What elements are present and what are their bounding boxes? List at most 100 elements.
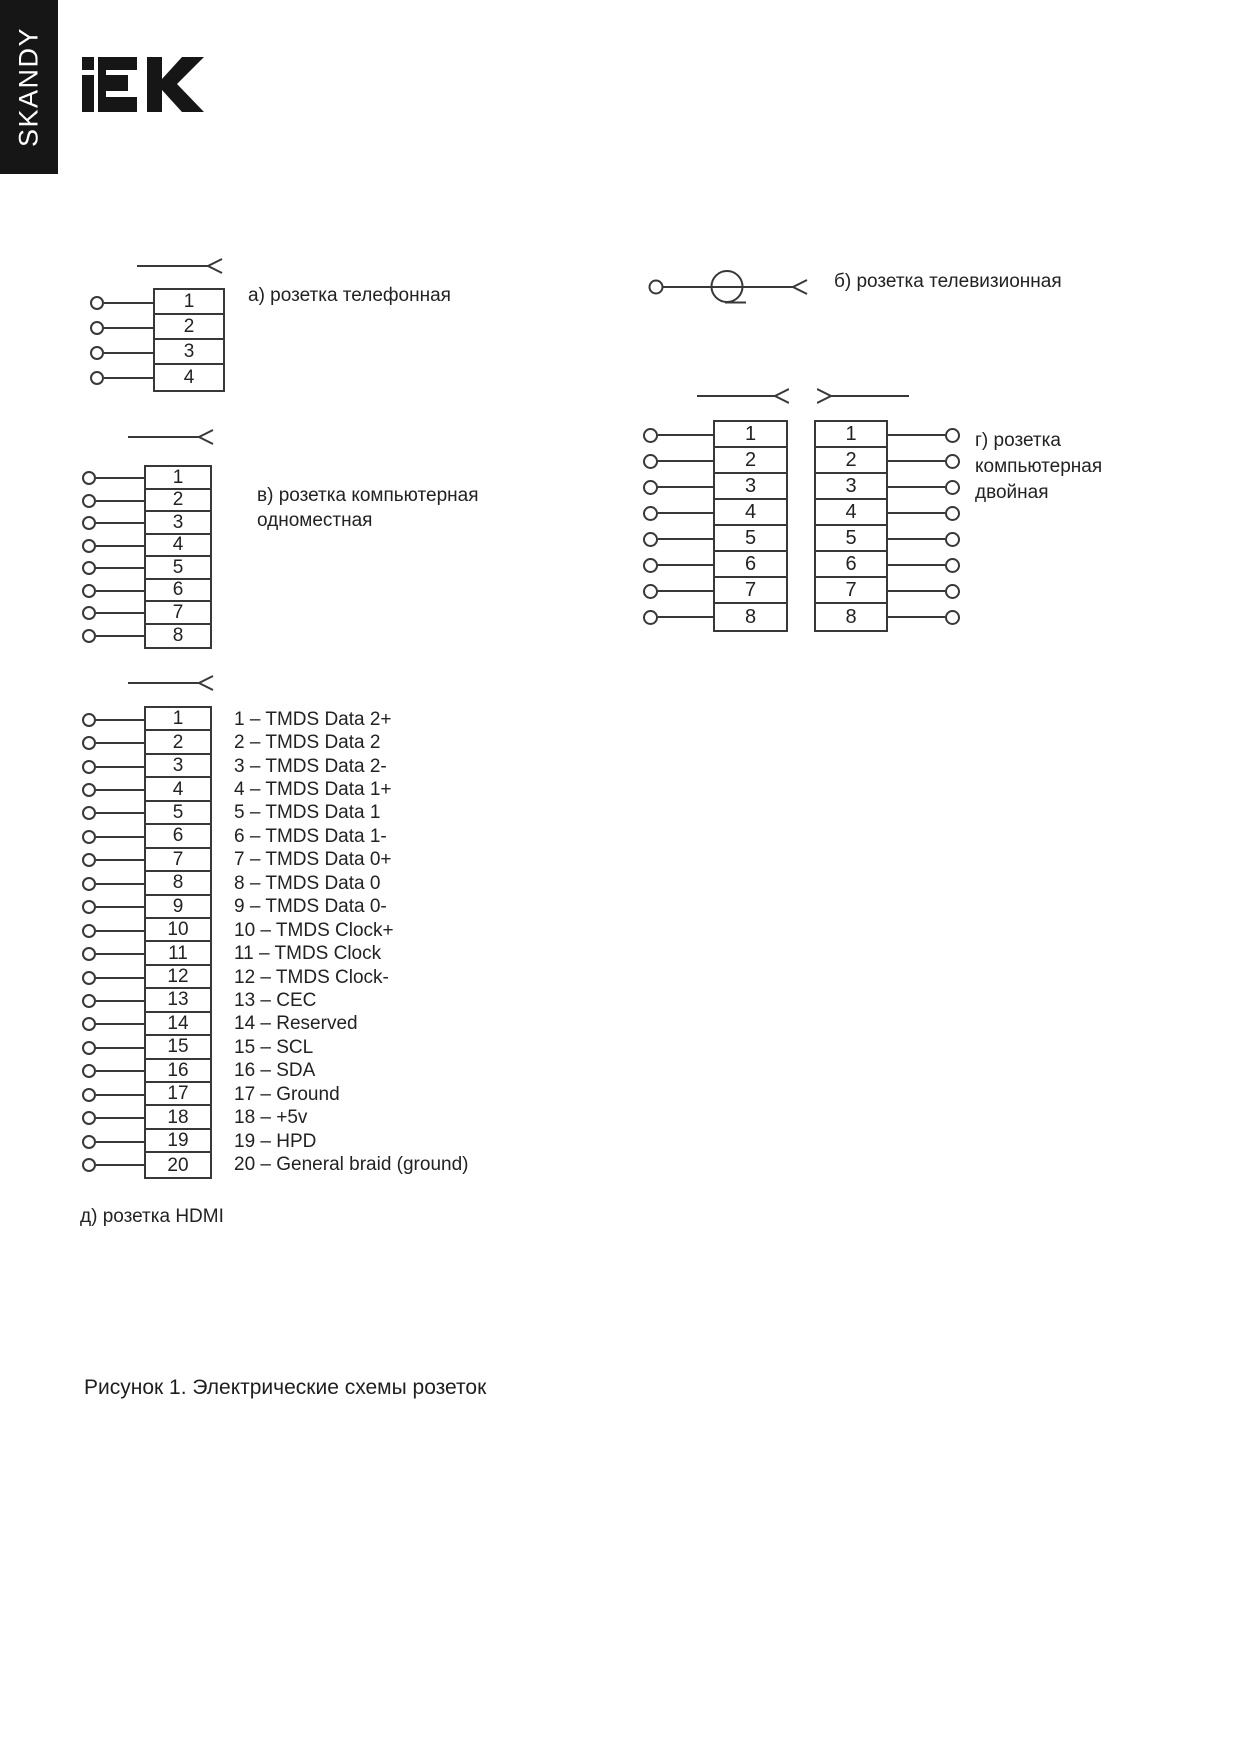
pin-terminal-icon bbox=[82, 993, 96, 1008]
pin-leads-left bbox=[643, 422, 713, 630]
pin-wire bbox=[96, 812, 144, 815]
pin-row: 5 bbox=[715, 526, 786, 552]
pin-lead bbox=[82, 1013, 144, 1036]
pin-lead bbox=[888, 526, 960, 552]
pin-row: 5 bbox=[146, 802, 210, 826]
pin-leads-left bbox=[82, 467, 144, 647]
pin-lead bbox=[643, 526, 713, 552]
pin-lead bbox=[82, 602, 144, 625]
pin-terminal-icon bbox=[643, 557, 658, 573]
pin-terminal-icon bbox=[82, 1040, 96, 1055]
pin-leads-left bbox=[90, 290, 153, 390]
pin-terminal-icon bbox=[82, 806, 96, 821]
pin-block: 1 2 3 4 5 6 7 8 9 10 11 12 13 14 15 16 17 18 19 20 bbox=[144, 706, 212, 1179]
pin-row: 8 bbox=[146, 872, 210, 896]
pin-terminal-icon bbox=[643, 427, 658, 443]
pin-lead bbox=[90, 365, 153, 390]
pin-row: 4 bbox=[146, 778, 210, 802]
pin-lead bbox=[90, 315, 153, 340]
pin-terminal-icon bbox=[643, 583, 658, 599]
pin-row: 12 bbox=[146, 966, 210, 990]
pin-wire bbox=[104, 326, 153, 329]
pin-wire bbox=[888, 512, 945, 514]
pin-row: 7 bbox=[146, 849, 210, 873]
hdmi-pin-legend-item: 12 – TMDS Clock- bbox=[234, 966, 389, 988]
pin-wire bbox=[96, 906, 144, 909]
pin-lead bbox=[82, 1083, 144, 1106]
pin-lead bbox=[82, 1130, 144, 1153]
hdmi-pin-legend-item: 7 – TMDS Data 0+ bbox=[234, 849, 392, 871]
pin-terminal-icon bbox=[82, 628, 96, 643]
pin-lead bbox=[888, 422, 960, 448]
pin-wire bbox=[96, 929, 144, 932]
pin-wire bbox=[888, 538, 945, 540]
hdmi-pin-legend-item: 9 – TMDS Data 0- bbox=[234, 896, 387, 918]
pin-wire bbox=[96, 634, 144, 637]
pin-terminal-icon bbox=[90, 345, 104, 360]
pin-wire bbox=[96, 718, 144, 721]
pin-terminal-icon bbox=[82, 759, 96, 774]
pin-wire bbox=[96, 1117, 144, 1120]
pin-terminal-icon bbox=[82, 1158, 96, 1173]
hdmi-pin-legend-item: 17 – Ground bbox=[234, 1083, 340, 1105]
pin-wire bbox=[888, 616, 945, 618]
hdmi-pin-legend-item: 14 – Reserved bbox=[234, 1013, 358, 1035]
pin-row: 2 bbox=[816, 448, 886, 474]
diagram-label: б) розетка телевизионная bbox=[834, 271, 1062, 292]
pin-wire bbox=[96, 1046, 144, 1049]
pin-wire bbox=[658, 616, 713, 618]
pin-wire bbox=[888, 486, 945, 488]
pin-wire bbox=[96, 1164, 144, 1167]
pin-row: 11 bbox=[146, 942, 210, 966]
pin-lead bbox=[82, 849, 144, 872]
pin-terminal-icon bbox=[82, 493, 96, 508]
pin-terminal-icon bbox=[90, 320, 104, 335]
pin-row: 8 bbox=[845, 606, 857, 628]
pin-row: 8 bbox=[744, 606, 757, 628]
pin-lead bbox=[82, 778, 144, 801]
logo-letter-e bbox=[98, 57, 137, 112]
pin-row: 2 bbox=[715, 448, 786, 474]
pin-row: 2 bbox=[146, 490, 210, 512]
pin-lead bbox=[643, 604, 713, 630]
diagram-label: д) розетка HDMI bbox=[80, 1206, 224, 1227]
pin-lead bbox=[888, 552, 960, 578]
pin-row: 7 bbox=[816, 578, 886, 604]
pin-lead bbox=[82, 1036, 144, 1059]
pin-lead bbox=[82, 1106, 144, 1129]
pin-wire bbox=[658, 564, 713, 566]
pin-terminal-icon bbox=[82, 1087, 96, 1102]
pin-terminal-icon bbox=[643, 453, 658, 469]
pin-terminal-icon bbox=[82, 1017, 96, 1032]
hdmi-pin-legend-item: 4 – TMDS Data 1+ bbox=[234, 779, 392, 801]
pin-lead bbox=[643, 552, 713, 578]
pin-row: 3 bbox=[816, 474, 886, 500]
pin-terminal-icon bbox=[945, 531, 960, 547]
hdmi-pin-legend-item: 13 – CEC bbox=[234, 989, 317, 1011]
pin-wire bbox=[658, 590, 713, 592]
pin-lead bbox=[643, 448, 713, 474]
logo-letter-i bbox=[82, 57, 94, 112]
plug-chevron bbox=[196, 675, 214, 691]
pin-row: 4 bbox=[715, 500, 786, 526]
pin-row: 15 bbox=[146, 1036, 210, 1060]
diagram-label: г) розетка компьютерная двойная bbox=[975, 428, 1102, 506]
pin-lead bbox=[82, 896, 144, 919]
pin-wire bbox=[96, 859, 144, 862]
pin-terminal-icon bbox=[82, 736, 96, 751]
pin-row: 5 bbox=[816, 526, 886, 552]
pin-row: 6 bbox=[146, 825, 210, 849]
pin-row: 2 bbox=[155, 315, 223, 340]
pin-lead bbox=[643, 500, 713, 526]
pin-wire bbox=[96, 544, 144, 547]
pin-wire bbox=[96, 522, 144, 525]
pin-terminal-icon bbox=[643, 505, 658, 521]
pin-terminal-icon bbox=[82, 712, 96, 727]
pin-row: 4 bbox=[816, 500, 886, 526]
pin-row: 6 bbox=[146, 580, 210, 602]
diagram-label: в) розетка компьютерная одноместная bbox=[257, 483, 478, 533]
pin-row: 7 bbox=[146, 602, 210, 625]
pin-row: 4 bbox=[183, 367, 195, 388]
